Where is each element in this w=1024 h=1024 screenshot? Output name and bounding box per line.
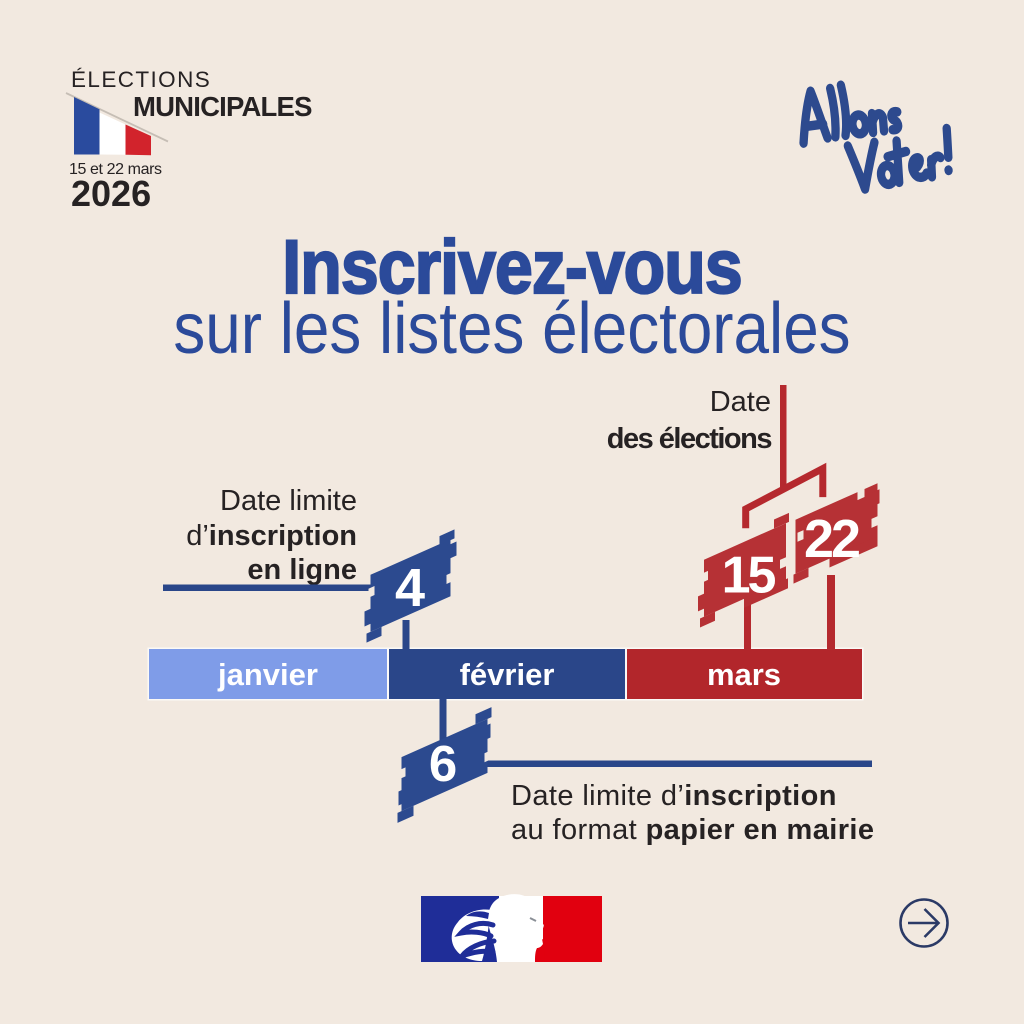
- svg-text:janvier: janvier: [217, 657, 318, 692]
- svg-text:22: 22: [804, 509, 859, 569]
- svg-text:15: 15: [722, 547, 776, 605]
- svg-text:6: 6: [429, 735, 457, 792]
- svg-text:4: 4: [395, 558, 425, 618]
- svg-text:mars: mars: [707, 657, 781, 692]
- svg-text:février: février: [460, 657, 555, 692]
